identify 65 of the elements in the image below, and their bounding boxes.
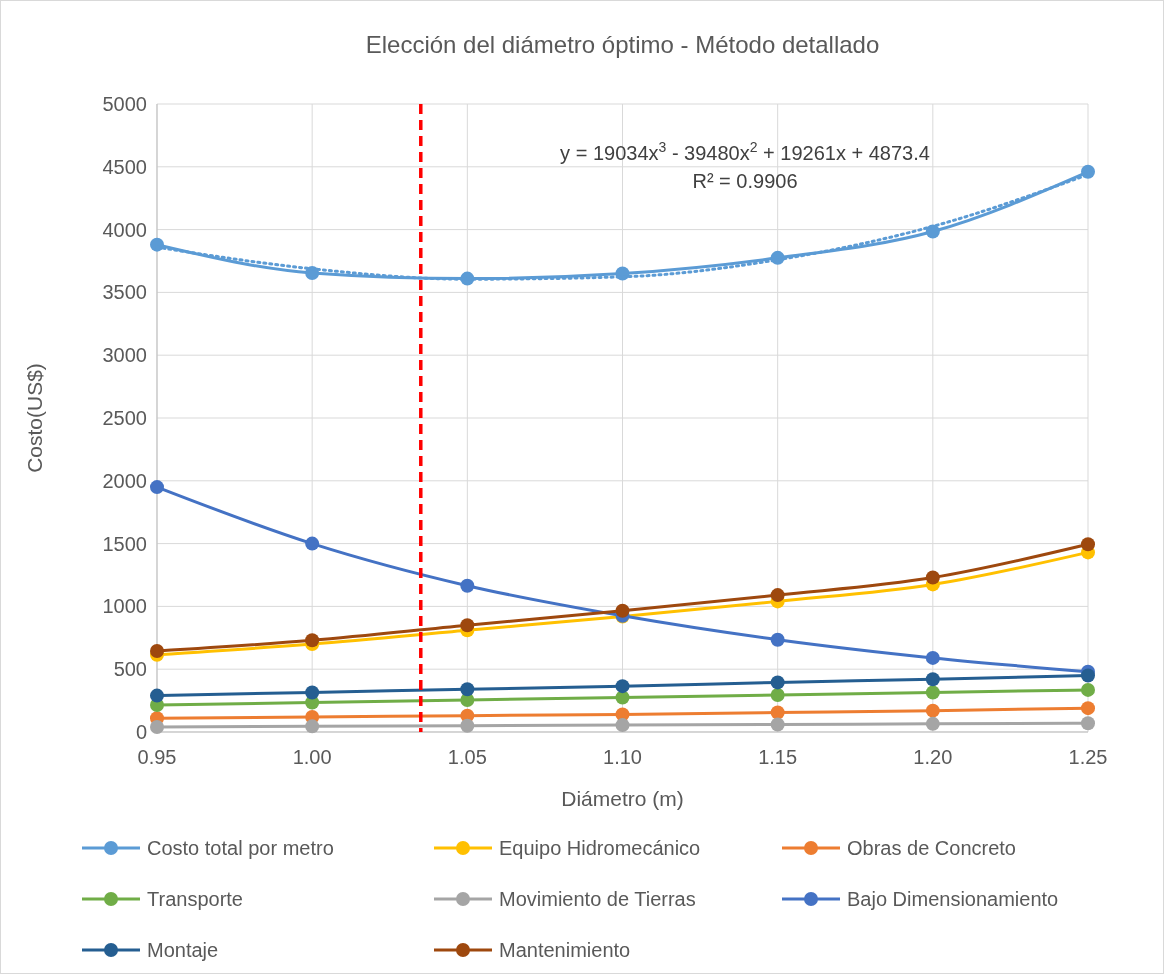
x-tick-label: 1.10 (603, 746, 642, 768)
y-tick-label: 4500 (102, 155, 147, 178)
point (150, 480, 164, 495)
x-tick-label: 1.05 (447, 746, 487, 768)
x-axis-title: Diámetro (m) (561, 787, 684, 810)
x-tick-label: 0.95 (137, 746, 177, 768)
x-tick-label: 1.20 (913, 746, 953, 768)
legend-label: Transporte (147, 888, 243, 910)
chart-title: Elección del diámetro óptimo - Método detallado (365, 31, 880, 58)
annotation: y = 19034x$^{3}$ - 39480x$^{2}$ + 19261x + 4873.4 (560, 139, 930, 164)
point (305, 633, 320, 648)
point (460, 618, 475, 633)
y-tick-label: 1000 (102, 595, 147, 618)
y-axis-title: Costo(US$) (23, 363, 46, 473)
point (770, 687, 785, 702)
y-tick-label: 4000 (102, 218, 147, 241)
legend-label: Costo total por metro (147, 837, 334, 859)
point (1081, 682, 1095, 697)
point (305, 536, 320, 551)
point (1081, 668, 1095, 683)
point (615, 679, 630, 694)
x-tick-label: 1.25 (1068, 746, 1108, 768)
point (925, 703, 940, 718)
legend-label: Mantenimiento (499, 939, 631, 961)
y-tick-label: 3000 (102, 344, 147, 367)
y-tick-label: 2500 (102, 407, 147, 429)
legend-label: Movimiento de Tierras (499, 888, 696, 910)
point (150, 237, 164, 252)
point (615, 718, 630, 733)
point (770, 632, 785, 647)
point (460, 682, 475, 697)
y-tick-label: 1500 (102, 532, 147, 555)
point (615, 603, 630, 618)
y-tick-label: 2000 (102, 469, 147, 492)
point (150, 643, 164, 658)
point (305, 685, 320, 700)
legend-label: Obras de Concreto (847, 837, 1016, 859)
point (305, 719, 320, 734)
legend-label: Bajo Dimensionamiento (847, 888, 1059, 910)
point (770, 705, 785, 720)
y-tick-label: 500 (113, 658, 147, 681)
point (770, 675, 785, 690)
point (460, 578, 475, 593)
point (925, 650, 940, 665)
y-tick-label: 3500 (102, 281, 147, 304)
point (925, 570, 940, 585)
x-tick-label: 1.00 (292, 746, 332, 768)
point (770, 717, 785, 732)
legend-label: Equipo Hidromecánico (499, 837, 701, 859)
point (460, 718, 475, 733)
annotation: R² = 0.9906 (692, 170, 798, 192)
legend-label: Montaje (147, 939, 219, 961)
x-tick-label: 1.15 (758, 746, 798, 768)
point (925, 716, 940, 731)
point (925, 685, 940, 700)
y-tick-label: 0 (135, 721, 147, 743)
point (770, 588, 785, 603)
point (1081, 537, 1095, 552)
point (1081, 701, 1095, 716)
y-tick-label: 5000 (102, 93, 147, 115)
point (150, 719, 164, 734)
point (1081, 716, 1095, 731)
point (925, 672, 940, 687)
point (1081, 164, 1095, 179)
point (150, 688, 164, 703)
